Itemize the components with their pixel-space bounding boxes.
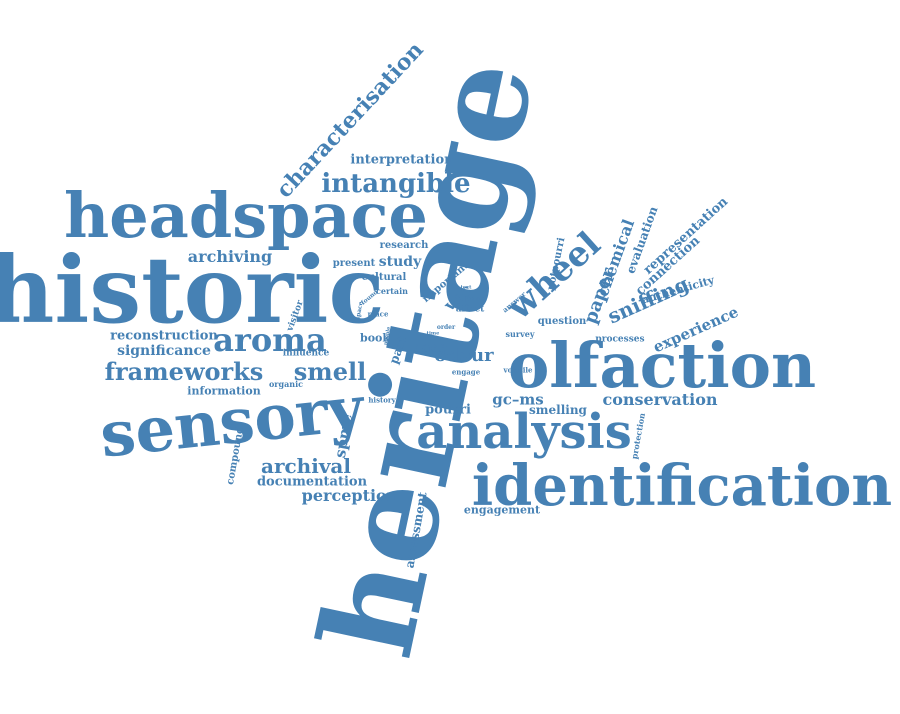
word: information [187, 384, 261, 398]
word: analysis [416, 404, 632, 460]
word: intangible [321, 169, 471, 199]
word: study [378, 254, 422, 270]
word: question [537, 316, 587, 327]
word: engagement [463, 503, 541, 517]
word: documentation [256, 474, 368, 490]
word: interpretation [350, 152, 454, 168]
word: time [426, 330, 440, 337]
word: panel [465, 293, 487, 303]
word: processes [595, 334, 645, 345]
word: olfaction [507, 329, 817, 402]
word: odour [434, 345, 494, 366]
word: survey [505, 329, 535, 339]
word: present [332, 258, 376, 269]
word: order [436, 324, 456, 331]
word: certain [376, 286, 408, 296]
word: pourri [425, 402, 471, 418]
word: volatile [503, 365, 533, 375]
word: case [412, 340, 448, 356]
word: organic [268, 379, 304, 389]
word: significance [117, 343, 211, 359]
word: influence [282, 348, 330, 359]
word: headspace [64, 179, 428, 252]
word: smelling [529, 403, 587, 417]
word: conservation [602, 390, 718, 409]
word: engage [451, 367, 481, 377]
word: archiving [187, 247, 273, 266]
word: text [460, 284, 472, 291]
word: historic [0, 236, 385, 344]
word: cultural [361, 272, 407, 283]
word: research [379, 240, 429, 251]
word: gc–ms [492, 390, 544, 409]
word: smell [293, 357, 367, 386]
word: affect [455, 304, 485, 315]
word: identification [471, 453, 893, 519]
word: book [360, 331, 390, 345]
word: place [367, 309, 389, 319]
word: history [368, 395, 396, 405]
word: aroma [213, 321, 327, 359]
word: reconstruction [110, 328, 218, 344]
word: perception [301, 486, 399, 505]
word: frameworks [104, 357, 264, 386]
word: archival [261, 454, 351, 478]
